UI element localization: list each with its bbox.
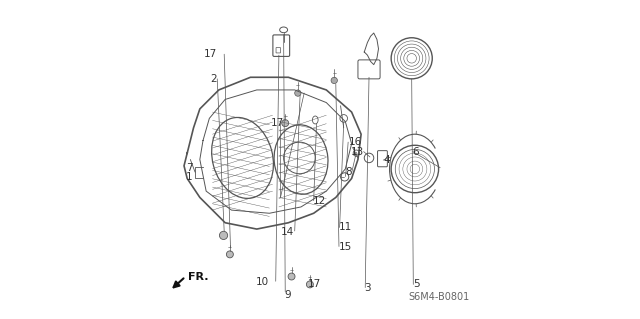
Text: 12: 12 bbox=[313, 196, 326, 206]
Circle shape bbox=[307, 281, 314, 288]
Circle shape bbox=[294, 90, 301, 96]
Text: 16: 16 bbox=[348, 137, 362, 147]
Text: 11: 11 bbox=[339, 222, 352, 233]
Text: 3: 3 bbox=[364, 283, 371, 293]
Circle shape bbox=[227, 251, 234, 258]
Text: S6M4-B0801: S6M4-B0801 bbox=[408, 292, 470, 302]
Circle shape bbox=[282, 120, 289, 127]
Circle shape bbox=[288, 273, 295, 280]
Text: 15: 15 bbox=[339, 242, 352, 252]
Text: 14: 14 bbox=[281, 226, 294, 237]
Text: 17: 17 bbox=[204, 48, 217, 59]
Text: 5: 5 bbox=[413, 279, 420, 289]
Circle shape bbox=[220, 231, 228, 240]
Text: 7: 7 bbox=[186, 163, 193, 173]
Circle shape bbox=[331, 77, 337, 84]
Text: 17: 17 bbox=[308, 279, 321, 289]
Text: 10: 10 bbox=[256, 277, 269, 287]
Text: FR.: FR. bbox=[188, 272, 208, 282]
Text: 9: 9 bbox=[285, 290, 291, 300]
Text: 8: 8 bbox=[345, 167, 351, 176]
Text: 4: 4 bbox=[383, 155, 390, 165]
Text: 17: 17 bbox=[270, 118, 284, 129]
Text: 2: 2 bbox=[211, 74, 217, 84]
Text: 1: 1 bbox=[186, 172, 193, 182]
Text: 13: 13 bbox=[350, 147, 364, 157]
Text: 6: 6 bbox=[412, 147, 419, 157]
